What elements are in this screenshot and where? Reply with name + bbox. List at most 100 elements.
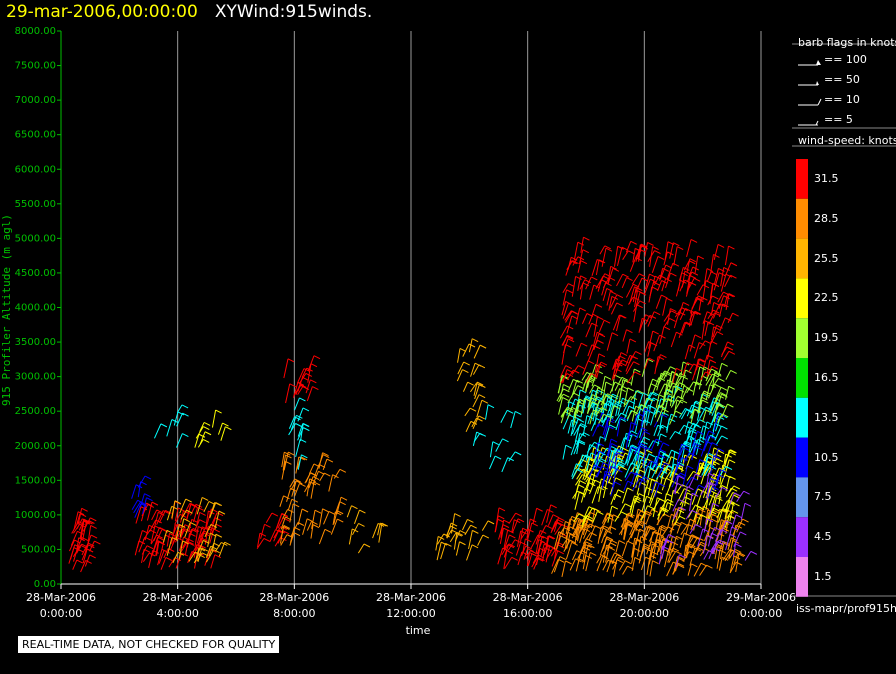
- wind-barb: [600, 375, 612, 396]
- wind-barb: [585, 444, 597, 461]
- wind-barb: [705, 373, 719, 386]
- wind-barb: [640, 505, 654, 521]
- wind-barb: [692, 381, 703, 396]
- wind-barb: [685, 509, 698, 520]
- wind-barb: [526, 552, 536, 567]
- wind-barb: [446, 529, 458, 539]
- wind-barb: [218, 541, 231, 557]
- wind-barb: [707, 486, 719, 499]
- wind-barb: [729, 561, 743, 574]
- wind-barb: [641, 495, 653, 512]
- wind-barb: [682, 465, 694, 485]
- wind-barb: [606, 438, 618, 457]
- wind-barb: [690, 310, 702, 325]
- wind-barb: [605, 460, 617, 477]
- y-tick-label: 2000.00: [15, 441, 56, 452]
- wind-barb: [533, 557, 545, 570]
- x-tick-time: 12:00:00: [386, 607, 435, 620]
- wind-barb: [503, 550, 513, 570]
- colorbar-segment: [796, 517, 808, 557]
- wind-barb: [718, 556, 729, 571]
- wind-barb: [211, 409, 222, 428]
- wind-barb: [679, 532, 691, 548]
- wind-barb: [616, 273, 629, 287]
- x-tick-time: 0:00:00: [40, 607, 82, 620]
- wind-barb: [328, 474, 339, 492]
- wind-barb: [658, 545, 669, 565]
- wind-barb: [624, 471, 638, 481]
- wind-barb: [519, 527, 529, 543]
- wind-barb: [680, 361, 690, 377]
- wind-barb: [624, 448, 637, 465]
- wind-barb: [306, 386, 319, 402]
- wind-barb: [601, 470, 612, 487]
- wind-barb: [318, 508, 329, 528]
- wind-barb: [470, 362, 482, 377]
- wind-barb: [501, 457, 514, 473]
- wind-barb: [614, 452, 624, 469]
- wind-barb: [330, 518, 344, 535]
- wind-barb: [672, 506, 687, 520]
- wind-barb: [710, 254, 720, 274]
- speed-legend-title: wind-speed: knots: [798, 134, 896, 147]
- y-tick-label: 4500.00: [15, 268, 56, 279]
- wind-barb: [572, 517, 584, 530]
- wind-barb: [80, 559, 92, 573]
- speed-level-label: 28.5: [814, 211, 839, 225]
- wind-barb: [621, 277, 633, 289]
- wind-barb: [281, 460, 292, 480]
- wind-barb: [696, 407, 707, 421]
- wind-barb: [297, 376, 309, 392]
- wind-barb: [642, 446, 653, 467]
- wind-barb: [611, 358, 623, 370]
- wind-barb: [622, 250, 635, 260]
- wind-barb: [510, 410, 522, 429]
- wind-barb: [663, 366, 677, 380]
- wind-barb: [279, 495, 290, 507]
- wind-barb: [644, 477, 656, 494]
- wind-barb: [691, 362, 704, 381]
- wind-barb: [188, 518, 198, 533]
- speed-level-label: 10.5: [814, 450, 839, 464]
- speed-level-label: 25.5: [814, 251, 839, 265]
- wind-barb: [702, 409, 713, 422]
- wind-barb: [684, 344, 696, 360]
- wind-barb: [720, 273, 733, 292]
- wind-barb: [323, 510, 336, 525]
- wind-barb: [623, 480, 634, 492]
- y-tick-label: 5500.00: [15, 199, 56, 210]
- wind-barb: [680, 409, 693, 420]
- wind-barb: [602, 381, 613, 403]
- wind-barb: [618, 560, 632, 571]
- wind-barb: [724, 274, 737, 288]
- wind-barb: [211, 533, 223, 551]
- grid-lines: [177, 31, 762, 584]
- wind-barb: [689, 492, 699, 512]
- wind-barb: [559, 365, 572, 379]
- y-tick-label: 6500.00: [15, 130, 56, 141]
- wind-barb: [556, 388, 570, 402]
- wind-barb: [598, 413, 611, 424]
- wind-barb: [580, 236, 590, 253]
- wind-barb: [632, 273, 646, 285]
- wind-barb: [678, 266, 690, 281]
- wind-barb: [498, 524, 510, 540]
- wind-barb: [600, 393, 614, 406]
- wind-barb: [688, 311, 699, 327]
- wind-barb: [571, 379, 583, 398]
- wind-barb: [552, 518, 564, 530]
- wind-barb: [705, 368, 718, 382]
- wind-barb: [709, 283, 720, 305]
- wind-barb: [536, 541, 549, 555]
- wind-barb: [712, 303, 726, 319]
- y-tick-label: 2500.00: [15, 406, 56, 417]
- y-tick-label: 3000.00: [15, 372, 56, 383]
- wind-barb: [179, 518, 190, 538]
- wind-barb: [608, 405, 620, 425]
- wind-barb: [626, 410, 639, 420]
- wind-barb: [694, 255, 705, 274]
- wind-barb: [699, 392, 710, 405]
- wind-barb: [632, 478, 646, 491]
- wind-barb: [701, 320, 712, 340]
- wind-barb: [297, 368, 311, 384]
